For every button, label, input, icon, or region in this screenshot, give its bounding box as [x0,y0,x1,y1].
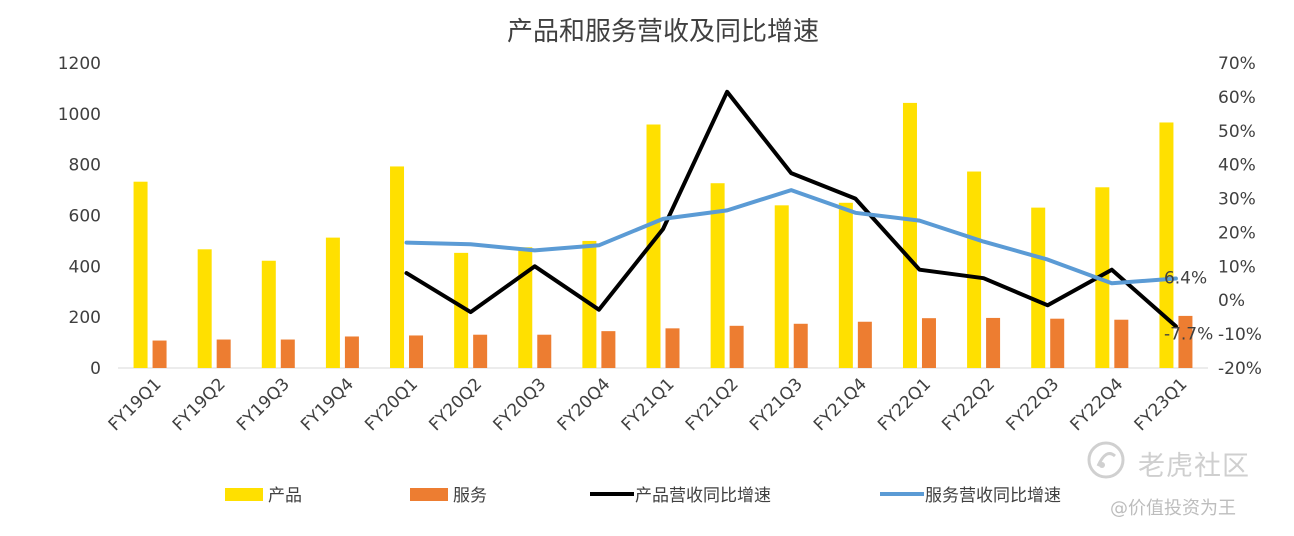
bar [646,124,661,368]
bar [902,102,917,368]
legend-swatch [225,488,263,501]
bar [518,247,533,368]
right-tick-label: -10% [1218,325,1262,345]
data-labels: 6.4% -7.7% [1164,269,1213,345]
x-tick-label: FY21Q2 [682,374,743,435]
bar [197,249,212,368]
bar [261,260,276,368]
bar [857,321,872,368]
bar [216,339,231,368]
x-axis: FY19Q1 FY19Q2 FY19Q3 FY19Q4 FY20Q1 FY20Q2 FY20… [105,374,1192,435]
left-tick-label: 200 [69,308,101,328]
right-tick-label: 60% [1218,88,1256,108]
data-label: -7.7% [1164,324,1213,344]
lines [404,89,1178,329]
x-tick-label: FY21Q1 [618,374,679,435]
right-tick-label: -20% [1218,359,1262,379]
bars [133,102,1193,368]
left-tick-label: 600 [69,207,101,227]
bar [793,323,808,368]
right-axis: -20% -10% 0% 10% 20% 30% 40% 50% 60% 70% [1218,54,1262,379]
x-tick-label: FY20Q4 [554,374,615,435]
right-tick-label: 20% [1218,223,1256,243]
x-tick-label: FY23Q1 [1131,374,1192,435]
bar [537,334,552,368]
x-tick-label: FY19Q3 [233,374,294,435]
right-tick-label: 50% [1218,122,1256,142]
x-tick-label: FY21Q4 [810,374,871,435]
bar [390,166,405,368]
x-tick-label: FY22Q2 [938,374,999,435]
bar [133,181,148,368]
bar [838,202,853,368]
bar [986,317,1001,368]
right-tick-label: 40% [1218,156,1256,176]
legend-swatch [410,488,448,501]
bar [710,183,725,368]
legend-label: 产品 [268,486,302,506]
x-tick-label: FY19Q2 [169,374,230,435]
series-line [404,89,1178,329]
x-tick-label: FY22Q1 [874,374,935,435]
bar [601,331,616,368]
bar [729,325,744,368]
series-line [404,188,1178,286]
legend-label: 服务营收同比增速 [925,486,1061,506]
left-tick-label: 1000 [58,105,101,125]
watermark-handle: @价值投资为王 [1110,498,1236,519]
bar [325,237,340,368]
bar [1178,315,1193,368]
bar [409,335,424,368]
watermark-brand: 老虎社区 [1138,451,1250,482]
bar [280,339,295,368]
right-tick-label: 10% [1218,257,1256,277]
left-tick-label: 1200 [58,54,101,74]
bar [152,340,167,368]
bar [967,171,982,368]
right-tick-label: 30% [1218,190,1256,210]
left-tick-label: 0 [90,359,101,379]
x-tick-label: FY20Q1 [361,374,422,435]
legend-label: 产品营收同比增速 [635,486,771,506]
bar [774,205,789,368]
right-tick-label: 70% [1218,54,1256,74]
bar [1159,122,1174,368]
x-tick-label: FY22Q3 [1002,374,1063,435]
bar [921,318,936,368]
x-tick-label: FY20Q2 [425,374,486,435]
bar [665,328,680,368]
x-tick-label: FY21Q3 [746,374,807,435]
x-tick-label: FY19Q1 [105,374,166,435]
bar [1050,318,1065,368]
chart-title: 产品和服务营收及同比增速 [507,17,819,47]
bar [1095,187,1110,368]
left-axis: 0 200 400 600 800 1000 1200 [58,54,101,379]
left-tick-label: 400 [69,257,101,277]
legend: 产品 服务 产品营收同比增速 服务营收同比增速 [225,486,1061,506]
x-tick-label: FY22Q4 [1067,374,1128,435]
data-label: 6.4% [1164,269,1207,289]
x-tick-label: FY19Q4 [297,374,358,435]
legend-label: 服务 [453,486,487,506]
bar [344,336,359,368]
right-tick-label: 0% [1218,291,1245,311]
bar [473,334,488,368]
bar [1114,319,1129,368]
tiger-logo-icon [1086,440,1126,480]
x-tick-label: FY20Q3 [489,374,550,435]
left-tick-label: 800 [69,156,101,176]
bar [1031,207,1046,368]
bar [454,252,469,368]
